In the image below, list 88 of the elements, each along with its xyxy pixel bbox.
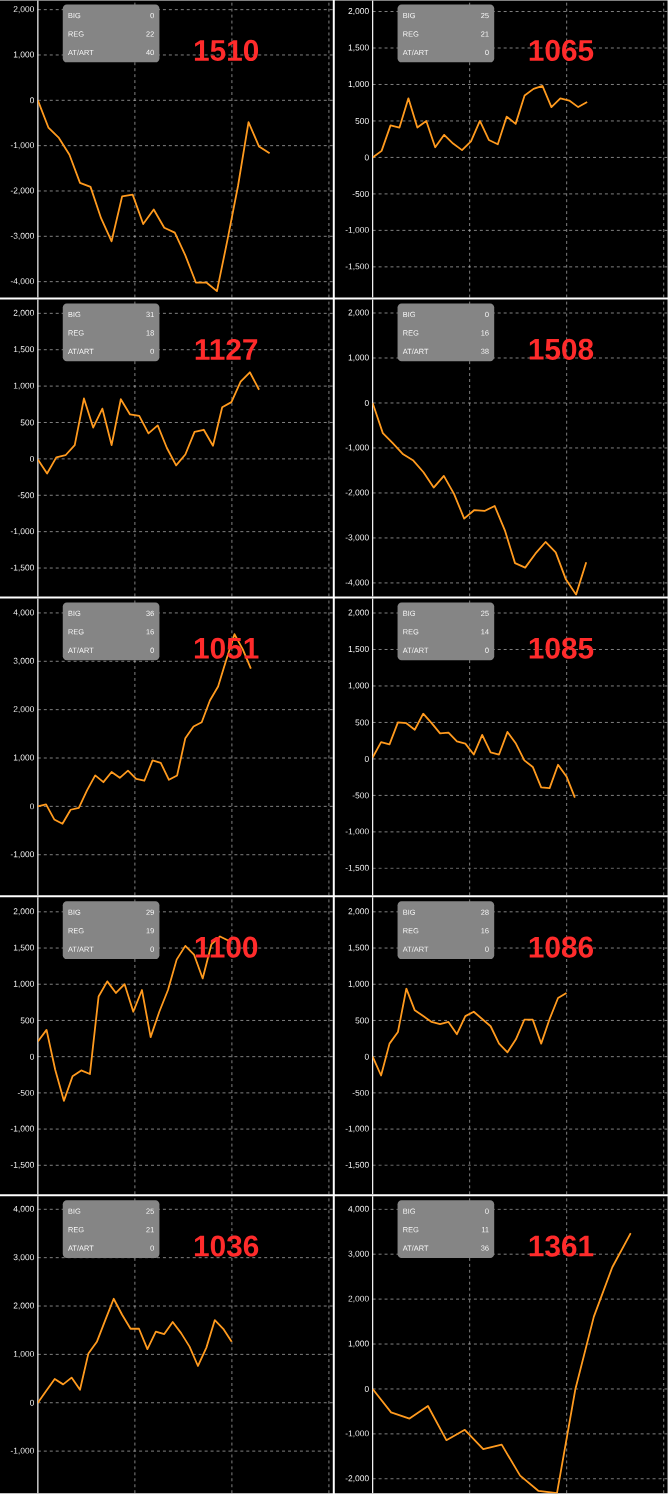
y-tick-label: 500 xyxy=(355,1017,369,1024)
annotation: 1361 xyxy=(529,1235,594,1257)
y-tick-label: 0 xyxy=(30,1053,35,1060)
y-tick-label: -4,000 xyxy=(345,579,369,587)
annotation: 1510 xyxy=(194,39,259,61)
y-tick-label: 0 xyxy=(364,1053,369,1060)
y-tick-label: 2,000 xyxy=(348,1295,369,1303)
y-tick-label: -1,500 xyxy=(10,564,35,572)
y-tick-label: -2,000 xyxy=(345,489,369,497)
y-tick-label: 500 xyxy=(355,117,369,124)
y-tick-label: 0 xyxy=(364,755,369,762)
y-tick-label: 0 xyxy=(30,97,35,104)
y-tick-label: -1,000 xyxy=(10,142,35,150)
y-tick-label: 0 xyxy=(30,803,35,810)
y-tick-label: -1,500 xyxy=(345,263,369,271)
y-tick-label: 1,000 xyxy=(13,382,35,390)
line-series xyxy=(37,99,271,293)
line-series xyxy=(372,85,589,159)
y-tick-label: 0 xyxy=(364,154,369,161)
y-tick-label: 4,000 xyxy=(13,1205,35,1213)
y-tick-label: -500 xyxy=(352,190,369,197)
y-tick-label: 1,500 xyxy=(348,44,369,52)
y-tick-label: 500 xyxy=(20,1017,35,1024)
y-tick-label: 500 xyxy=(355,719,369,726)
y-tick-label: 4,000 xyxy=(13,609,35,617)
y-tick-label: 0 xyxy=(30,1399,35,1406)
line-series xyxy=(37,371,261,475)
y-tick-label: -1,000 xyxy=(345,226,369,234)
annotation: 1127 xyxy=(195,338,258,360)
y-tick-label: 1,000 xyxy=(13,754,35,762)
y-tick-label: -1,500 xyxy=(345,1161,369,1169)
y-tick-label: 1,500 xyxy=(348,944,369,952)
y-tick-label: -500 xyxy=(17,492,35,499)
y-tick-label: -2,000 xyxy=(10,187,35,195)
y-tick-label: 1,000 xyxy=(348,354,369,362)
y-tick-label: 1,500 xyxy=(13,346,35,354)
y-tick-label: 1,000 xyxy=(348,980,369,988)
y-tick-label: 0 xyxy=(30,455,35,462)
y-tick-label: 2,000 xyxy=(13,706,35,714)
y-tick-label: 1,000 xyxy=(13,980,35,988)
y-tick-label: 2,000 xyxy=(348,8,369,16)
y-tick-label: 2,000 xyxy=(13,6,35,14)
annotation: 1086 xyxy=(529,936,594,958)
y-tick-label: 4,000 xyxy=(348,1205,369,1213)
y-tick-label: -2,000 xyxy=(345,1475,369,1483)
y-tick-label: 1,000 xyxy=(348,682,369,690)
y-tick-label: -3,000 xyxy=(345,534,369,542)
annotation: 1508 xyxy=(529,338,594,360)
y-tick-label: -1,000 xyxy=(345,1125,369,1133)
y-tick-label: 2,000 xyxy=(13,908,35,916)
y-tick-label: 2,000 xyxy=(348,309,369,317)
y-tick-label: -1,500 xyxy=(10,1161,35,1169)
y-tick-label: 2,000 xyxy=(13,309,35,317)
annotation: 1085 xyxy=(529,637,594,659)
y-tick-label: 2,000 xyxy=(348,908,369,916)
line-series xyxy=(37,1297,233,1404)
y-tick-label: -1,000 xyxy=(345,444,369,452)
y-tick-label: 3,000 xyxy=(13,1254,35,1262)
y-tick-label: 1,000 xyxy=(348,1340,369,1348)
y-tick-label: -4,000 xyxy=(10,278,35,286)
y-tick-label: -1,000 xyxy=(10,1447,35,1455)
y-tick-label: 500 xyxy=(20,419,35,426)
y-tick-label: -1,000 xyxy=(10,1125,35,1133)
y-tick-label: -500 xyxy=(352,1089,369,1096)
y-tick-label: 2,000 xyxy=(348,609,369,617)
y-tick-label: 1,500 xyxy=(13,944,35,952)
y-tick-label: 0 xyxy=(364,400,369,406)
line-series xyxy=(372,402,588,596)
y-tick-label: -1,000 xyxy=(10,851,35,859)
y-tick-label: 1,000 xyxy=(348,81,369,88)
annotation: 1065 xyxy=(529,39,594,61)
y-tick-label: -1,000 xyxy=(10,528,35,536)
y-tick-label: 0 xyxy=(364,1385,369,1392)
y-tick-label: -500 xyxy=(17,1089,35,1096)
annotation: 1036 xyxy=(194,1235,259,1257)
line-series xyxy=(372,712,576,799)
y-tick-label: -1,000 xyxy=(345,828,369,836)
y-tick-label: -1,500 xyxy=(345,864,369,872)
y-tick-label: -3,000 xyxy=(10,232,35,240)
line-series xyxy=(372,1232,632,1494)
y-tick-label: 1,000 xyxy=(13,1350,35,1358)
y-tick-label: 1,500 xyxy=(348,646,369,653)
y-tick-label: 3,000 xyxy=(348,1250,369,1258)
y-tick-label: -1,000 xyxy=(345,1430,369,1438)
y-tick-label: 1,000 xyxy=(13,51,35,59)
y-tick-label: 2,000 xyxy=(13,1302,35,1310)
y-tick-label: 3,000 xyxy=(13,657,35,665)
y-tick-label: -500 xyxy=(352,792,369,799)
